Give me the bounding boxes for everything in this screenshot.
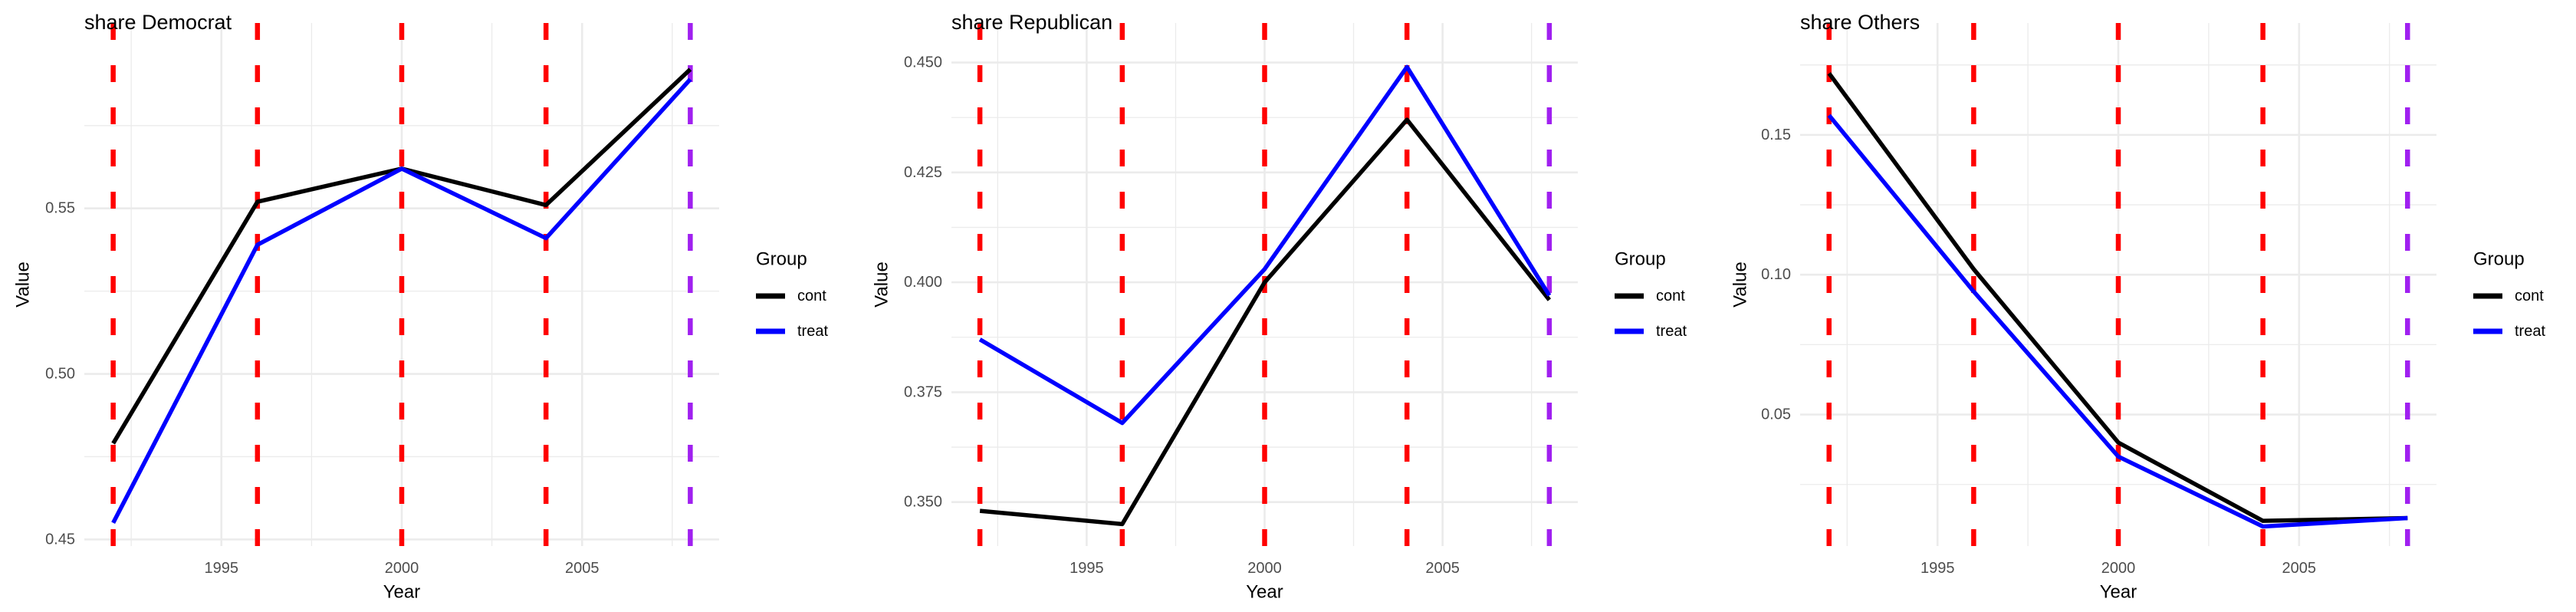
y-tick-label: 0.375	[904, 383, 942, 400]
legend-label-treat: treat	[2515, 323, 2545, 340]
y-axis-title: Value	[1730, 262, 1751, 308]
x-tick-label: 2000	[2101, 560, 2136, 577]
y-tick-label: 0.425	[904, 164, 942, 181]
x-tick-label: 1995	[1921, 560, 1955, 577]
y-axis-title: Value	[872, 262, 892, 308]
legend-title: Group	[2473, 249, 2525, 270]
legend-label-cont: cont	[1656, 288, 1685, 304]
chart-title: share Others	[1800, 11, 1920, 34]
x-tick-label: 2005	[1425, 560, 1460, 577]
y-axis-title: Value	[13, 262, 34, 308]
x-tick-label: 1995	[205, 560, 239, 577]
chart-svg: 0.350 0.375 0.400 0.425 0.450 1995 2000 2005 sha…	[872, 11, 1687, 603]
y-tick-label: 0.50	[45, 366, 75, 383]
x-tick-label: 2000	[1247, 560, 1282, 577]
y-tick-label: 0.45	[45, 531, 75, 548]
chart-title: share Republican	[951, 11, 1112, 34]
legend-title: Group	[756, 249, 807, 270]
x-axis-title: Year	[1246, 582, 1283, 603]
series-line-cont	[979, 117, 1552, 527]
x-axis-title: Year	[383, 582, 421, 603]
chart-share-democrat: 0.45 0.50 0.55 1995 2000 2005 share Democrat Va…	[0, 0, 859, 612]
y-tick-label: 0.350	[904, 494, 942, 511]
x-tick-label: 2005	[565, 560, 600, 577]
chart-svg: 0.45 0.50 0.55 1995 2000 2005 share Democrat Va…	[13, 11, 829, 603]
x-tick-label: 1995	[1070, 560, 1104, 577]
chart-title: share Democrat	[84, 11, 232, 34]
series-line-treat	[978, 64, 1552, 426]
chart-share-republican: 0.350 0.375 0.400 0.425 0.450 1995 2000 2005 sha…	[859, 0, 1717, 612]
y-tick-label: 0.10	[1761, 266, 1791, 283]
x-axis-title: Year	[2100, 582, 2137, 603]
legend-label-cont: cont	[797, 288, 826, 304]
legend-title: Group	[1615, 249, 1666, 270]
y-tick-label: 0.15	[1761, 127, 1791, 143]
legend-label-treat: treat	[1656, 323, 1687, 340]
series-line-treat	[1827, 114, 2408, 529]
chart-svg: 0.05 0.10 0.15 1995 2000 2005 share Others Valu…	[1730, 11, 2546, 603]
legend-label-cont: cont	[2515, 288, 2544, 304]
y-tick-label: 0.450	[904, 54, 942, 71]
x-tick-label: 2000	[385, 560, 419, 577]
series-line-cont	[1827, 72, 2408, 523]
legend-label-treat: treat	[797, 323, 828, 340]
chart-share-others: 0.05 0.10 0.15 1995 2000 2005 share Others Valu…	[1717, 0, 2576, 612]
y-tick-label: 0.05	[1761, 406, 1791, 423]
y-tick-label: 0.55	[45, 200, 75, 217]
y-tick-label: 0.400	[904, 274, 942, 291]
x-tick-label: 2005	[2282, 560, 2317, 577]
series-line-treat	[111, 77, 692, 525]
